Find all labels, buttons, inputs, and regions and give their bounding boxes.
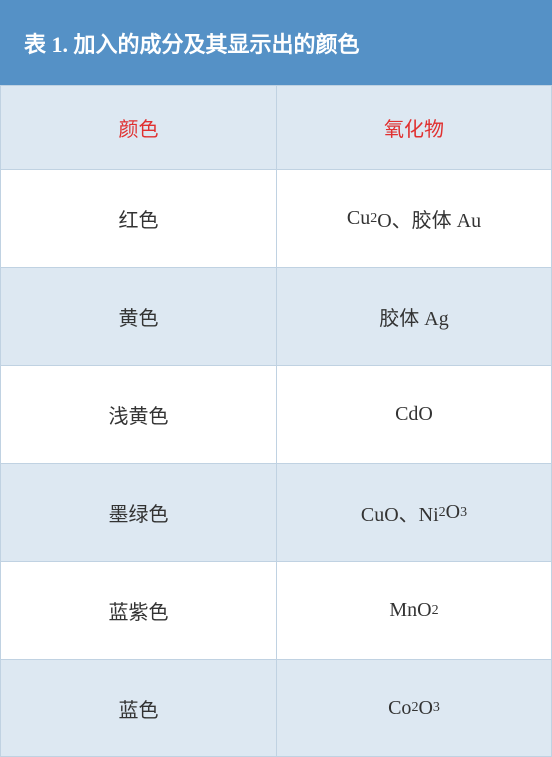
table-1: 表 1. 加入的成分及其显示出的颜色 颜色 氧化物 红色Cu2O、胶体 Au黄色…: [0, 0, 552, 757]
cell-color: 黄色: [0, 267, 276, 365]
cell-oxide: CuO、Ni2O3: [276, 463, 552, 561]
cell-color: 蓝紫色: [0, 561, 276, 659]
cell-color: 浅黄色: [0, 365, 276, 463]
table-header-row: 颜色 氧化物: [0, 85, 552, 169]
cell-color: 红色: [0, 169, 276, 267]
table-row: 红色Cu2O、胶体 Au: [0, 169, 552, 267]
cell-oxide: Co2O3: [276, 659, 552, 757]
table-row: 黄色胶体 Ag: [0, 267, 552, 365]
table-header-oxide: 氧化物: [276, 85, 552, 169]
cell-oxide: 胶体 Ag: [276, 267, 552, 365]
table-header-color: 颜色: [0, 85, 276, 169]
cell-oxide: MnO2: [276, 561, 552, 659]
table-row: 蓝紫色MnO2: [0, 561, 552, 659]
cell-oxide: CdO: [276, 365, 552, 463]
cell-color: 墨绿色: [0, 463, 276, 561]
table-row: 浅黄色CdO: [0, 365, 552, 463]
table-row: 蓝色Co2O3: [0, 659, 552, 757]
table-title-bar: 表 1. 加入的成分及其显示出的颜色: [0, 0, 552, 85]
cell-color: 蓝色: [0, 659, 276, 757]
table-title: 表 1. 加入的成分及其显示出的颜色: [24, 27, 360, 59]
cell-oxide: Cu2O、胶体 Au: [276, 169, 552, 267]
table-row: 墨绿色CuO、Ni2O3: [0, 463, 552, 561]
